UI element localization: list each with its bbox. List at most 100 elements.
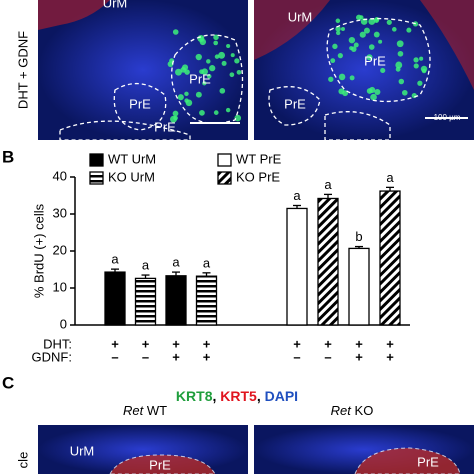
stain: , <box>257 388 265 404</box>
cell <box>328 76 334 82</box>
cell <box>202 81 207 86</box>
genotype: KO <box>355 403 374 418</box>
cell <box>380 67 386 74</box>
cell <box>167 61 174 68</box>
cell <box>378 39 383 44</box>
region-label: UrM <box>70 443 95 458</box>
cell <box>413 63 419 69</box>
cell <box>213 40 219 46</box>
bar <box>379 190 401 326</box>
region-label: PrE <box>189 71 211 86</box>
cell <box>413 57 419 63</box>
significance-letter: a <box>203 255 211 270</box>
cells <box>167 14 428 123</box>
region-label: PrE <box>417 454 439 469</box>
cell <box>419 56 424 61</box>
cell <box>421 68 427 74</box>
cell <box>337 53 343 59</box>
cell <box>368 17 376 25</box>
cell <box>195 53 202 61</box>
treatment-sign: – <box>111 349 118 364</box>
treatment-sign: + <box>386 349 394 364</box>
legend-label: KO UrM <box>108 169 155 184</box>
tissue-red <box>354 447 461 474</box>
tissue-red <box>420 0 474 90</box>
cell <box>177 94 184 101</box>
treatment-sign: + <box>172 336 180 351</box>
cell <box>184 91 189 97</box>
legend-label: WT UrM <box>108 151 156 166</box>
treatment-sign: – <box>324 349 331 364</box>
cell <box>330 58 336 64</box>
stain-legend: KRT8, KRT5, DAPI <box>176 388 298 404</box>
bar <box>286 207 308 326</box>
cell <box>206 74 212 79</box>
region-label: UrM <box>288 9 313 24</box>
significance-letter: a <box>142 257 150 272</box>
tissue-red <box>254 0 330 60</box>
significance-letter: a <box>324 177 332 192</box>
region-label: PrE <box>284 96 306 111</box>
cell <box>185 99 193 107</box>
cell <box>363 27 370 34</box>
cell <box>411 93 417 99</box>
significance-letter: a <box>172 255 180 270</box>
cell <box>213 34 219 41</box>
row-label: cle <box>15 452 30 469</box>
cell <box>230 53 235 58</box>
bar <box>348 247 370 326</box>
treatment-sign: + <box>142 336 150 351</box>
region-label: PrE <box>129 96 151 111</box>
treatment-sign: + <box>293 336 301 351</box>
cell <box>335 30 341 36</box>
treatment-sign: + <box>355 336 363 351</box>
stain: , <box>212 388 220 404</box>
cell <box>199 69 204 75</box>
treatment-sign: + <box>172 349 180 364</box>
column-title: Ret WT <box>123 403 167 418</box>
bar <box>195 275 218 326</box>
y-tick-label: 10 <box>53 279 67 294</box>
cell <box>406 27 412 33</box>
cell <box>226 43 231 49</box>
cell <box>359 15 364 20</box>
legend-swatch <box>217 171 232 185</box>
cell <box>417 80 423 86</box>
stain: KRT5 <box>220 388 257 404</box>
cell <box>366 54 373 61</box>
cell <box>218 51 226 59</box>
cell <box>175 68 182 76</box>
y-axis-label: % BrdU (+) cells <box>31 203 46 298</box>
cell <box>397 50 404 57</box>
cell <box>213 110 219 115</box>
cell <box>173 115 178 121</box>
y-tick-label: 20 <box>53 242 67 257</box>
treatment-label: DHT: <box>43 336 72 351</box>
cell <box>342 90 349 97</box>
stain: KRT8 <box>176 388 213 404</box>
cell <box>366 88 373 94</box>
cell <box>374 89 381 96</box>
cell <box>396 40 404 48</box>
region-label: UrM <box>103 0 128 10</box>
cell <box>182 64 189 71</box>
treatment-sign: + <box>203 336 211 351</box>
treatment-sign: + <box>324 336 332 351</box>
region-label: PrE <box>149 457 171 472</box>
treatment-sign: + <box>203 349 211 364</box>
cell <box>370 93 377 101</box>
treatment-sign: + <box>111 336 119 351</box>
cell <box>348 36 356 44</box>
gene: Ret <box>123 403 145 418</box>
bar <box>104 271 126 326</box>
cell <box>221 60 227 66</box>
gene: Ret <box>331 403 353 418</box>
panel-letter: B <box>2 147 14 166</box>
y-tick-label: 40 <box>53 168 67 183</box>
cell <box>335 18 341 24</box>
treatment-sign: + <box>386 336 394 351</box>
cell <box>373 31 380 38</box>
legend-label: WT PrE <box>236 151 282 166</box>
cell <box>229 72 235 78</box>
treatment-sign: – <box>293 349 300 364</box>
